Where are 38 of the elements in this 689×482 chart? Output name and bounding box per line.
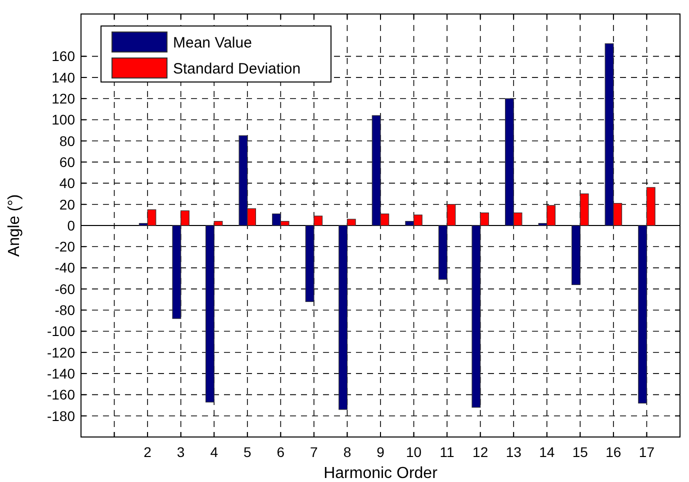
- y-tick-label: -60: [54, 280, 76, 297]
- y-tick-label: -80: [54, 302, 76, 318]
- y-tick-label: -120: [46, 344, 76, 360]
- legend-label: Mean Value: [173, 34, 252, 52]
- y-tick-label: -100: [46, 323, 76, 340]
- y-tick-label: 60: [59, 154, 76, 170]
- x-tick-label: 15: [572, 444, 588, 460]
- x-tick-label: 5: [243, 444, 252, 460]
- x-axis-title: Harmonic Order: [324, 465, 438, 482]
- y-tick-label: -140: [46, 365, 76, 382]
- y-tick-label: 160: [52, 48, 76, 64]
- x-tick-label: 14: [539, 444, 555, 460]
- x-tick-label: 2: [144, 444, 152, 460]
- y-tick-label: -40: [54, 260, 76, 276]
- x-tick-label: 11: [440, 444, 455, 460]
- x-tick-label: 4: [210, 444, 218, 460]
- x-tick-label: 7: [310, 444, 318, 460]
- x-tick-label: 13: [506, 444, 522, 460]
- x-tick-label: 10: [406, 444, 422, 460]
- y-tick-label: 20: [59, 196, 76, 212]
- x-tick-label: 16: [606, 444, 622, 460]
- x-tick-label: 9: [376, 444, 385, 460]
- y-tick-label: -160: [46, 386, 76, 403]
- y-axis-title: Angle (°): [6, 194, 23, 257]
- x-tick-label: 8: [343, 444, 352, 460]
- y-tick-label: 120: [52, 90, 76, 106]
- x-tick-label: 17: [638, 444, 655, 460]
- y-tick-label: 100: [52, 112, 76, 128]
- y-tick-label: -20: [54, 238, 76, 255]
- y-tick-label: -180: [46, 408, 76, 424]
- x-tick-label: 6: [276, 444, 285, 460]
- legend-label: Standard Deviation: [173, 60, 301, 78]
- x-tick-label: 12: [472, 444, 488, 460]
- y-tick-label: 0: [67, 217, 76, 234]
- y-tick-label: 140: [52, 69, 76, 86]
- y-tick-label: 80: [59, 132, 76, 149]
- y-tick-label: 40: [59, 175, 76, 192]
- x-tick-label: 3: [176, 444, 185, 460]
